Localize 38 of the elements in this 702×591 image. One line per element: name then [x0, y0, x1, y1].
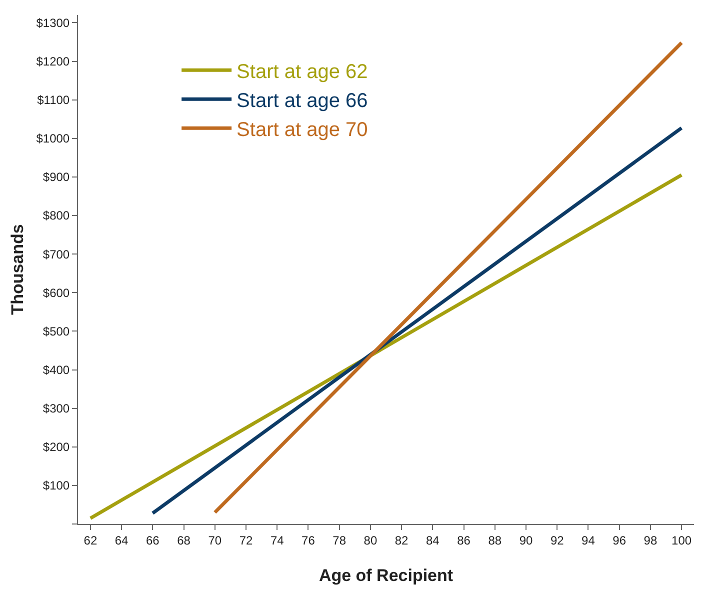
legend-label: Start at age 62	[236, 60, 368, 83]
x-tick-label: 70	[208, 533, 222, 548]
x-axis-title: Age of Recipient	[318, 566, 454, 585]
x-tick-label: 100	[672, 533, 692, 548]
y-tick-label: $1200	[36, 54, 70, 68]
y-tick-label: $1100	[37, 93, 70, 108]
x-tick-label: 82	[394, 533, 409, 548]
y-tick-label: $200	[42, 440, 70, 454]
x-tick-label: 66	[146, 533, 160, 548]
y-tick-label: $300	[42, 402, 70, 416]
x-tick-label: 80	[364, 533, 378, 548]
x-tick-label: 86	[457, 533, 471, 548]
x-tick-label: 98	[644, 533, 658, 548]
legend-label: Start at age 66	[236, 90, 368, 112]
x-tick-label: 84	[426, 533, 440, 548]
y-tick-label: $1000	[36, 132, 70, 146]
x-tick-label: 90	[519, 533, 533, 548]
x-tick-label: 78	[332, 533, 346, 548]
x-tick-label: 74	[270, 533, 284, 548]
x-tick-label: 96	[612, 533, 626, 548]
y-tick-label: $400	[42, 362, 70, 377]
y-tick-label: $700	[42, 247, 70, 262]
x-tick-label: 64	[114, 533, 129, 548]
y-tick-label: $600	[42, 286, 70, 300]
x-tick-label: 94	[582, 533, 596, 548]
x-tick-label: 72	[239, 533, 253, 548]
y-axis-title: Thousands	[8, 224, 27, 315]
x-tick-label: 92	[550, 533, 564, 548]
y-tick-label: $1300	[36, 16, 70, 30]
x-tick-label: 88	[488, 533, 502, 548]
y-tick-label: $100	[42, 478, 70, 493]
x-tick-label: 62	[84, 533, 98, 548]
legend-label: Start at age 70	[236, 118, 368, 141]
y-tick-label: $800	[42, 208, 70, 223]
y-tick-label: $900	[42, 170, 70, 184]
x-tick-label: 76	[302, 533, 316, 548]
x-tick-label: 68	[177, 533, 191, 548]
y-tick-label: $500	[42, 324, 70, 338]
